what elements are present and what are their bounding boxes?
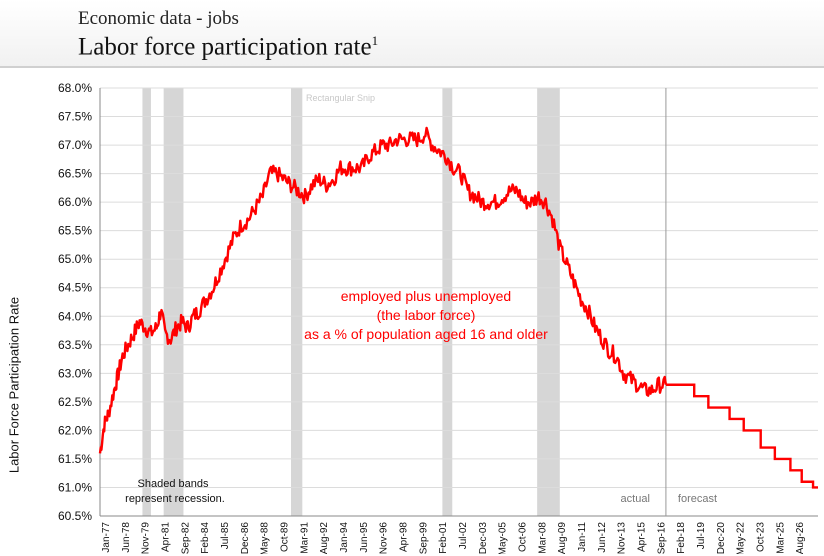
x-tick-label: Apr-98 [398, 522, 409, 552]
forecast-series-line [665, 383, 818, 489]
x-tick-label: Jul-85 [220, 522, 231, 550]
slide-title-text: Labor force participation rate [78, 33, 372, 61]
slide-title: Labor force participation rate1 [78, 33, 378, 61]
x-tick-label: Dec-86 [240, 522, 251, 554]
y-tick-label: 66.0% [58, 195, 92, 209]
recession-band-4 [537, 88, 560, 516]
x-tick-label: Jun-78 [121, 522, 132, 553]
x-tick-label: Aug-92 [319, 522, 330, 554]
y-tick-label: 64.0% [58, 309, 92, 323]
x-tick-label: Feb-18 [676, 522, 687, 554]
x-tick-label: Mar-91 [299, 522, 310, 554]
y-tick-label: 66.5% [58, 167, 92, 181]
y-axis-label: Labor Force Participation Rate [6, 296, 22, 474]
y-tick-label: 63.0% [58, 366, 92, 380]
y-tick-label: 64.5% [58, 281, 92, 295]
recession-band-3 [442, 88, 453, 516]
x-tick-label: Aug-26 [795, 522, 806, 554]
x-tick-label: Sep-16 [656, 522, 667, 554]
x-tick-label: Jan-11 [577, 522, 588, 552]
recession-band-2 [290, 88, 303, 516]
x-tick-label: May-05 [498, 522, 509, 554]
y-tick-label: 63.5% [58, 338, 92, 352]
x-tick-label: Feb-84 [200, 522, 211, 554]
x-tick-label: Aug-09 [557, 522, 568, 554]
x-tick-label: Nov-96 [379, 522, 390, 554]
watermark-text: Rectangular Snip [306, 93, 375, 103]
x-tick-label: Apr-81 [160, 522, 171, 552]
x-tick-label: Nov-13 [617, 522, 628, 554]
y-tick-label: 67.5% [58, 110, 92, 124]
x-tick-label: Mar-25 [775, 522, 786, 554]
slide-header: Economic data - jobs Labor force partici… [0, 0, 824, 68]
x-tick-label: Jul-19 [696, 522, 707, 550]
x-tick-label: Feb-01 [438, 522, 449, 554]
actual-series-line [98, 126, 668, 454]
y-tick-label: 65.5% [58, 224, 92, 238]
x-tick-label: Oct-89 [279, 522, 290, 552]
y-tick-label: 61.5% [58, 452, 92, 466]
x-tick-label: Nov-79 [141, 522, 152, 554]
x-tick-label: Sep-82 [180, 522, 191, 554]
x-tick-label: Apr-15 [636, 522, 647, 552]
x-tick-label: May-22 [736, 522, 747, 554]
x-tick-label: Mar-08 [537, 522, 548, 554]
chart-area: 68.0% 67.5% 67.0% 66.5% 66.0% 65.5% 65.0% 64.5%… [6, 70, 820, 554]
y-tick-label: 68.0% [58, 81, 92, 95]
x-tick-label: Oct-23 [755, 522, 766, 552]
x-tick-label: Jan-77 [101, 522, 112, 553]
footnote-mark: 1 [371, 33, 379, 48]
x-tick-label: Jun-95 [359, 522, 370, 553]
series-label-line: (the labor force) [377, 307, 476, 323]
x-tick-label: May-88 [260, 522, 271, 554]
x-tick-label: Jun-12 [597, 522, 608, 553]
y-tick-label: 60.5% [58, 509, 92, 523]
series-label-line: as a % of population aged 16 and older [304, 326, 548, 342]
recession-note-line: Shaded bands [138, 478, 209, 490]
y-tick-label: 61.0% [58, 480, 92, 494]
y-tick-label: 67.0% [58, 138, 92, 152]
line-chart: 68.0% 67.5% 67.0% 66.5% 66.0% 65.5% 65.0% 64.5%… [58, 81, 818, 554]
x-tick-label: Jul-02 [458, 522, 469, 550]
recession-band-1 [163, 88, 184, 516]
x-tick-label: Dec-20 [716, 522, 727, 554]
recession-band-0 [142, 88, 151, 516]
y-tick-label: 62.5% [58, 395, 92, 409]
series-label-line: employed plus unemployed [341, 288, 511, 304]
forecast-label: forecast [678, 493, 717, 505]
y-tick-label: 62.0% [58, 423, 92, 437]
x-tick-label: Jan-94 [339, 522, 350, 553]
y-tick-label: 65.0% [58, 252, 92, 266]
recession-note-line: represent recession. [125, 493, 225, 505]
actual-label: actual [621, 493, 650, 505]
x-tick-label: Dec-03 [478, 522, 489, 554]
slide-supertitle: Economic data - jobs [78, 8, 239, 29]
x-tick-label: Sep-99 [418, 522, 429, 554]
x-tick-label: Oct-06 [517, 522, 528, 552]
